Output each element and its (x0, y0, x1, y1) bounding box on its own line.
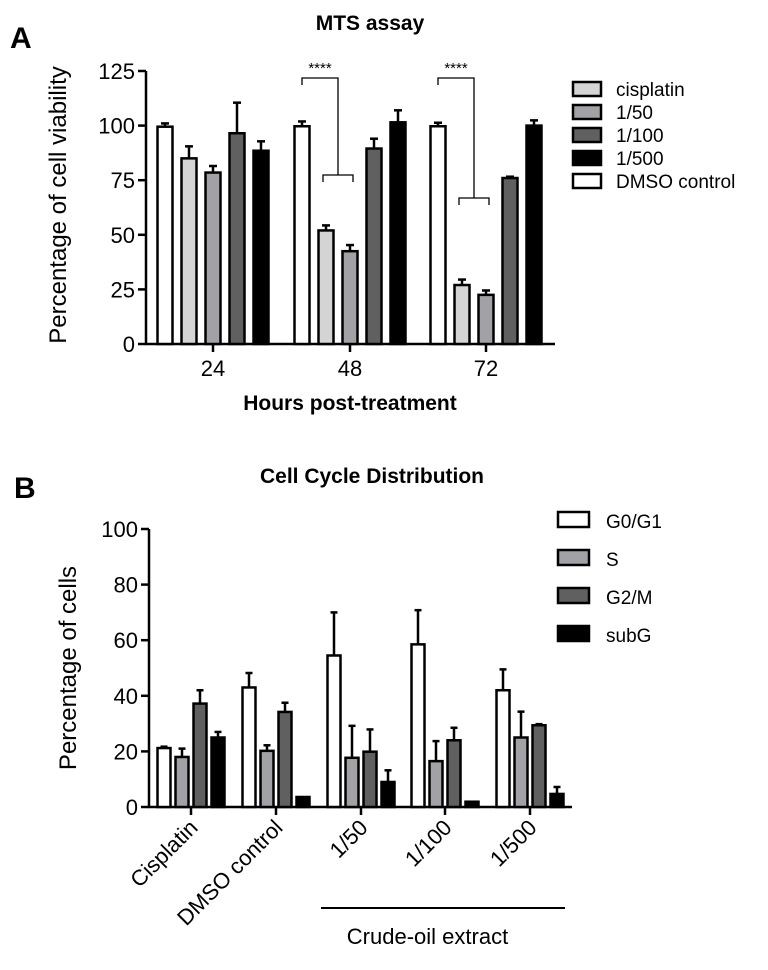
y-tick-label: 100 (101, 517, 138, 542)
x-tick-label: 48 (338, 356, 362, 381)
legend-swatch (571, 103, 603, 121)
y-tick-label: 60 (114, 628, 138, 653)
bar-g2-m (446, 739, 462, 809)
bar-g2-m (277, 710, 293, 809)
legend-label: G0/G1 (606, 512, 662, 533)
legend-swatch (556, 510, 591, 529)
bar-1-500 (389, 121, 407, 346)
bar-s (513, 736, 529, 809)
bar-g0-g1 (241, 686, 257, 809)
legend-swatch (556, 624, 591, 643)
bar-1-50 (477, 293, 495, 346)
bar-1-500 (252, 149, 270, 346)
y-tick-label: 20 (114, 739, 138, 764)
significance-sub-bracket (322, 174, 354, 182)
legend-label: S (606, 550, 619, 571)
bar-1-100 (228, 131, 246, 346)
bar-dmso-control (293, 125, 311, 346)
x-tick-label: 1/500 (485, 815, 542, 872)
legend-label: subG (606, 626, 651, 647)
y-tick-label: 40 (114, 684, 138, 709)
y-tick-label: 100 (98, 114, 135, 139)
bar-1-50 (341, 249, 359, 346)
significance-bracket (437, 77, 475, 198)
bar-g0-g1 (410, 643, 426, 809)
significance-label: **** (308, 60, 332, 77)
panel-b-letter: B (14, 472, 36, 505)
legend-swatch (571, 80, 603, 98)
bar-g2-m (531, 724, 547, 809)
bar-s (174, 755, 190, 809)
bar-subg (464, 800, 480, 809)
chart-a-x-title: Hours post-treatment (243, 392, 457, 415)
chart-b-y-title: Percentage of cells (55, 566, 82, 770)
bar-dmso-control (429, 125, 447, 346)
legend-swatch (556, 548, 591, 567)
legend-label: 1/500 (616, 149, 664, 170)
bar-g0-g1 (495, 688, 511, 809)
x-tick-label: 1/50 (325, 815, 373, 863)
bar-1-500 (525, 124, 543, 346)
x-tick-label: Cisplatin (125, 815, 202, 892)
chart-b-title: Cell Cycle Distribution (260, 465, 484, 488)
x-tick-label: 72 (474, 356, 498, 381)
bar-dmso-control (156, 125, 174, 346)
bar-subg (549, 792, 565, 809)
x-tick-label: 1/100 (400, 815, 457, 872)
y-tick-label: 0 (123, 332, 135, 357)
significance-bracket (301, 77, 339, 175)
bar-s (259, 749, 275, 809)
legend-swatch (571, 149, 603, 167)
bar-subg (380, 780, 396, 809)
x-tick-label: 24 (201, 356, 225, 381)
chart-a-title: MTS assay (316, 12, 425, 35)
bar-cisplatin (317, 229, 335, 346)
legend-label: 1/100 (616, 126, 664, 147)
bar-1-100 (365, 147, 383, 346)
bar-subg (295, 795, 311, 809)
bar-subg (210, 736, 226, 809)
y-tick-label: 75 (111, 168, 135, 193)
y-tick-label: 125 (98, 59, 135, 84)
chart-a-y-title: Percentage of cell viability (45, 66, 72, 343)
y-tick-label: 0 (126, 795, 138, 820)
group-label: Crude-oil extract (347, 924, 508, 949)
legend-label: DMSO control (616, 172, 735, 193)
significance-label: **** (444, 60, 468, 77)
bar-g2-m (192, 702, 208, 809)
bar-1-100 (501, 176, 519, 346)
legend-swatch (571, 172, 603, 190)
bar-cisplatin (180, 157, 198, 346)
legend-swatch (571, 126, 603, 144)
y-tick-label: 25 (111, 277, 135, 302)
legend-label: 1/50 (616, 103, 653, 124)
legend-label: G2/M (606, 588, 652, 609)
legend-swatch (556, 586, 591, 605)
significance-sub-bracket (458, 197, 490, 205)
bar-g0-g1 (326, 654, 342, 809)
bar-s (344, 756, 360, 809)
panel-a-letter: A (10, 22, 32, 55)
y-tick-label: 80 (114, 573, 138, 598)
bar-1-50 (204, 171, 222, 346)
bar-g2-m (362, 750, 378, 809)
bar-g0-g1 (156, 746, 172, 809)
legend-label: cisplatin (616, 80, 685, 101)
y-tick-label: 50 (111, 223, 135, 248)
bar-cisplatin (453, 283, 471, 346)
bar-s (428, 759, 444, 809)
